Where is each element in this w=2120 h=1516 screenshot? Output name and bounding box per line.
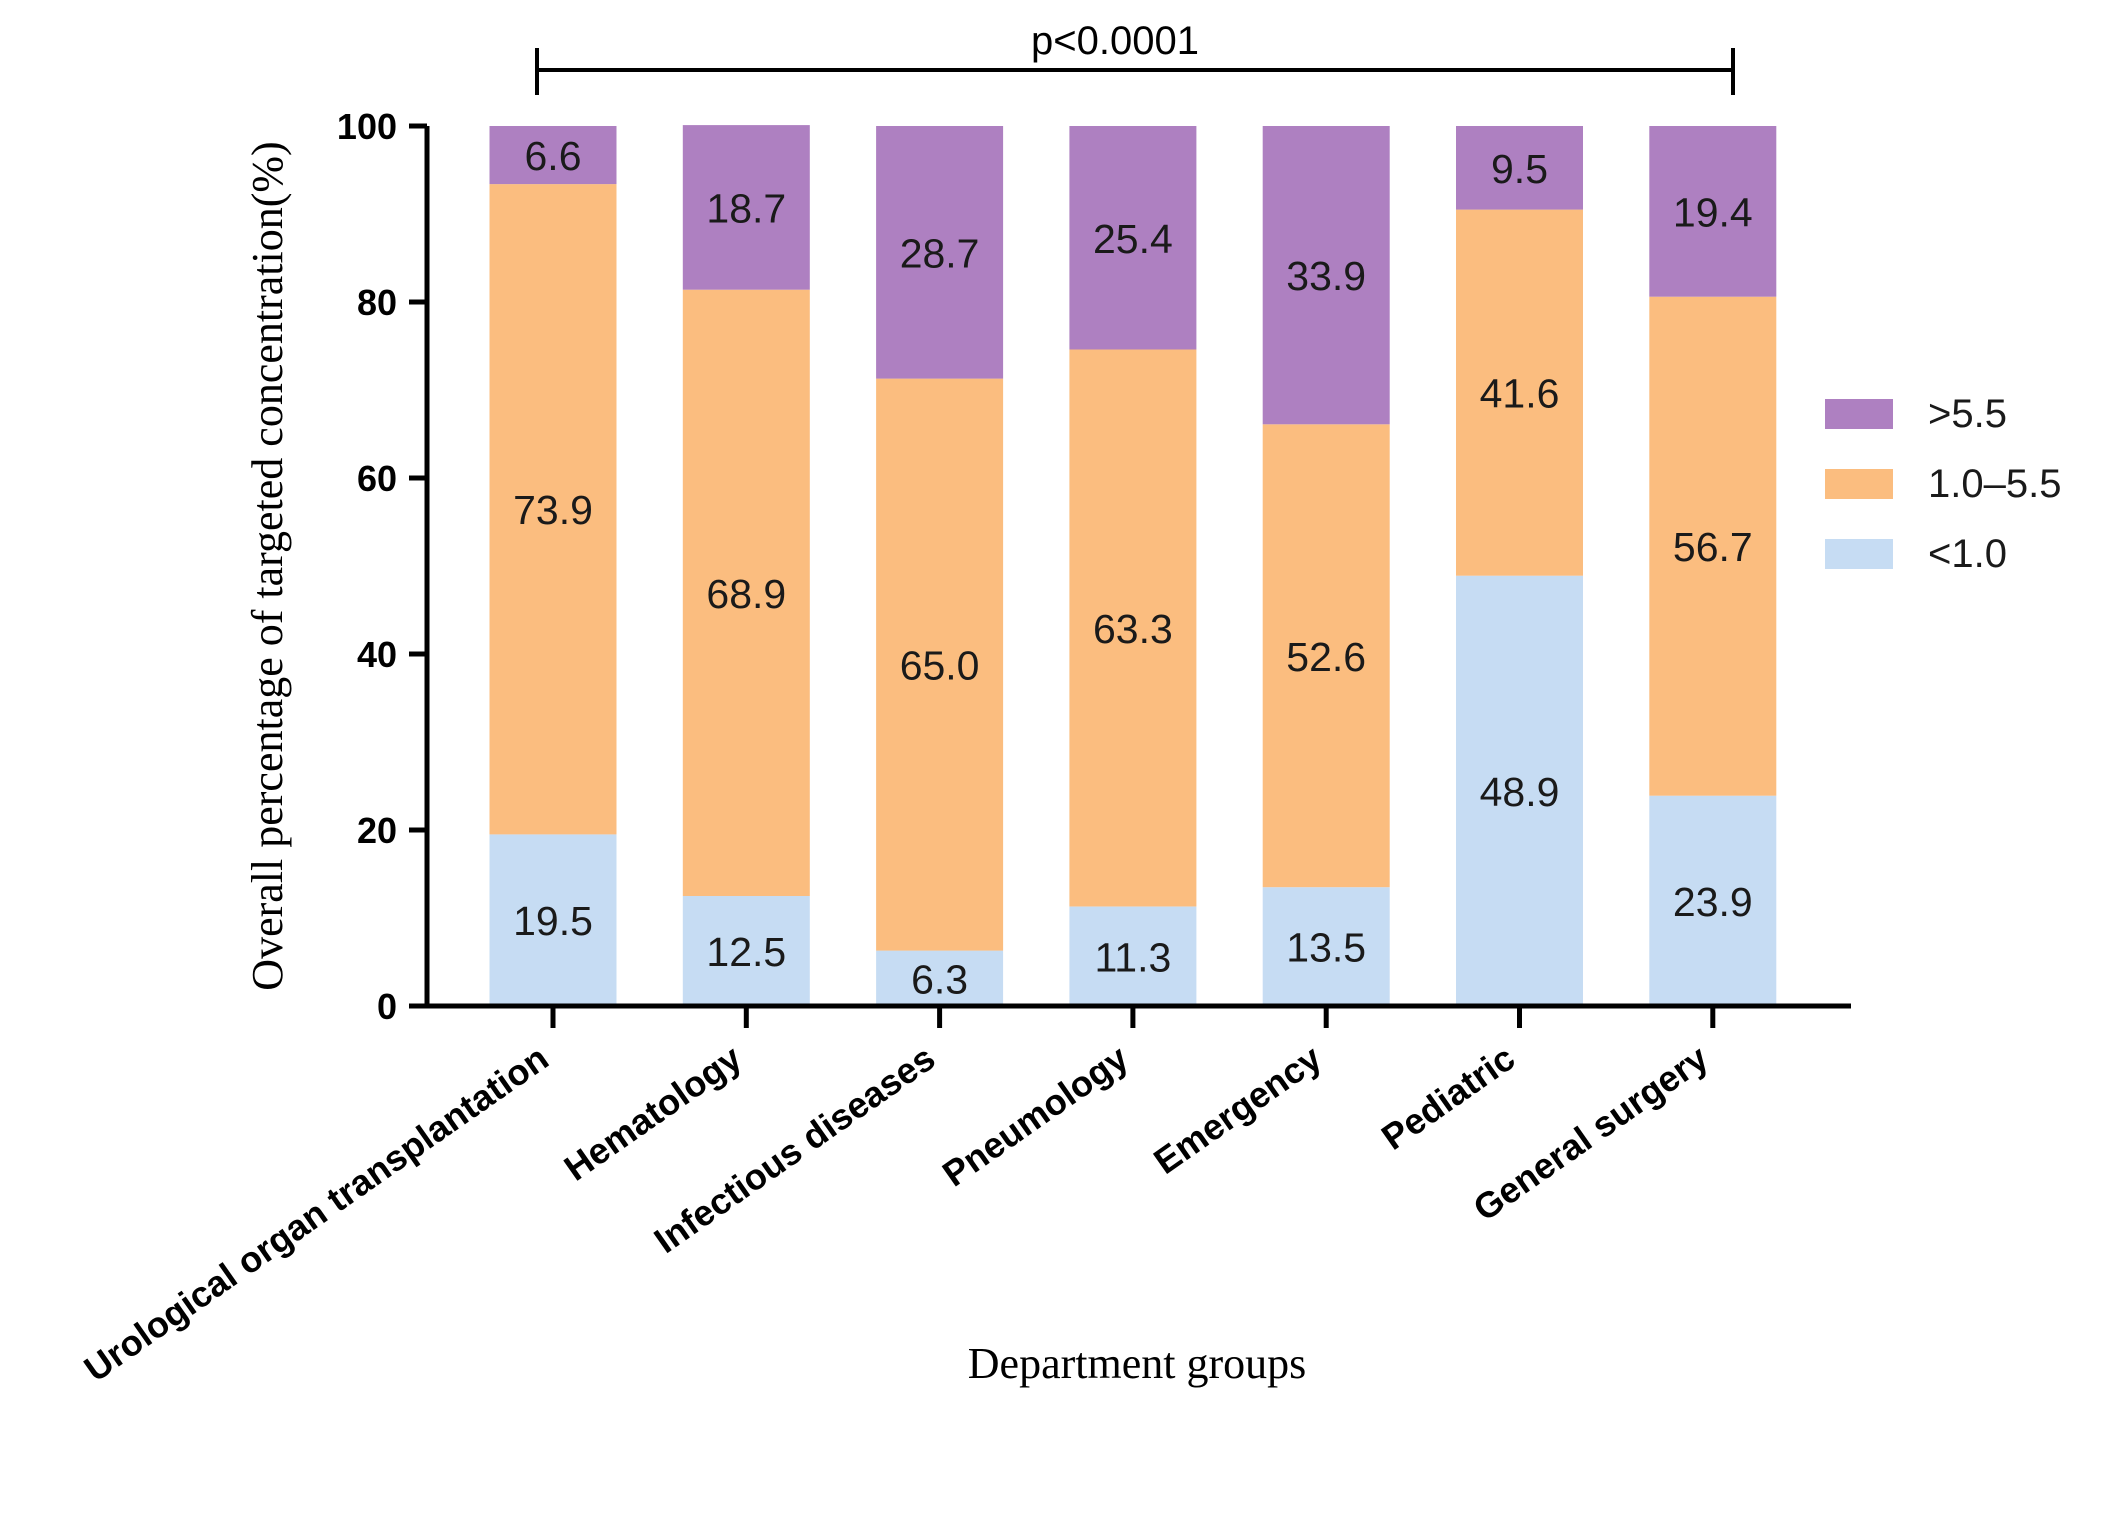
value-label-pediatric-series-0: 48.9 bbox=[1480, 769, 1560, 815]
y-tick-label-0: 0 bbox=[377, 986, 397, 1027]
bar-pediatric-series-0 bbox=[1456, 575, 1583, 1006]
value-label-emergency-series-1: 52.6 bbox=[1286, 634, 1366, 680]
bar-pediatric-series-1 bbox=[1456, 209, 1583, 576]
legend-label-2: >5.5 bbox=[1928, 392, 2007, 436]
value-label-emergency-series-2: 33.9 bbox=[1286, 253, 1366, 299]
value-label-hematology-series-2: 18.7 bbox=[706, 185, 786, 231]
x-axis-title: Department groups bbox=[968, 1339, 1306, 1388]
y-tick-label-60: 60 bbox=[357, 458, 397, 499]
value-label-general-surgery-series-1: 56.7 bbox=[1673, 524, 1753, 570]
bar-infectious-diseases-series-0 bbox=[876, 950, 1004, 1006]
p-value-label: p<0.0001 bbox=[1031, 19, 1199, 63]
bar-pneumology-series-1 bbox=[1069, 349, 1197, 907]
bar-urological-organ-transplantation-series-2 bbox=[489, 126, 617, 185]
value-label-pneumology-series-0: 11.3 bbox=[1095, 934, 1172, 980]
axes-layer bbox=[424, 126, 1851, 1009]
bar-emergency-series-2 bbox=[1262, 126, 1390, 425]
legend: >5.5 1.0–5.5 <1.0 bbox=[1825, 392, 2061, 576]
bar-hematology-series-0 bbox=[682, 896, 810, 1006]
bar-pneumology-series-2 bbox=[1069, 126, 1197, 350]
x-tick-label-pneumology: Pneumology bbox=[935, 1037, 1135, 1194]
x-tick-label-emergency: Emergency bbox=[1146, 1037, 1329, 1182]
bar-emergency-series-0 bbox=[1262, 887, 1390, 1006]
value-label-pediatric-series-1: 41.6 bbox=[1480, 371, 1560, 417]
bar-hematology-series-1 bbox=[682, 289, 810, 896]
value-label-infectious-diseases-series-1: 65.0 bbox=[900, 643, 980, 689]
x-tick-label-hematology: Hematology bbox=[557, 1037, 749, 1189]
y-tick-label-20: 20 bbox=[357, 810, 397, 851]
legend-swatch-0 bbox=[1825, 539, 1893, 569]
y-tick-label-80: 80 bbox=[357, 282, 397, 323]
bar-urological-organ-transplantation-series-0 bbox=[489, 834, 617, 1006]
bar-general-surgery-series-2 bbox=[1649, 126, 1777, 297]
bar-pediatric-series-2 bbox=[1456, 126, 1583, 210]
bar-hematology-series-2 bbox=[682, 125, 810, 290]
bars-layer bbox=[489, 125, 1777, 1006]
value-label-pediatric-series-2: 9.5 bbox=[1491, 146, 1548, 192]
value-label-urological-organ-transplantation-series-2: 6.6 bbox=[525, 133, 582, 179]
y-tick-label-100: 100 bbox=[337, 106, 397, 147]
legend-label-0: <1.0 bbox=[1928, 532, 2007, 576]
value-label-infectious-diseases-series-2: 28.7 bbox=[900, 230, 980, 276]
x-tick-label-pediatric: Pediatric bbox=[1374, 1037, 1522, 1158]
value-label-urological-organ-transplantation-series-0: 19.5 bbox=[513, 898, 593, 944]
value-label-hematology-series-0: 12.5 bbox=[706, 929, 786, 975]
y-axis-title: Overall percentage of targeted concentra… bbox=[243, 141, 292, 990]
legend-label-1: 1.0–5.5 bbox=[1928, 462, 2061, 506]
bar-infectious-diseases-series-2 bbox=[876, 126, 1004, 379]
y-tick-label-40: 40 bbox=[357, 634, 397, 675]
bar-pneumology-series-0 bbox=[1069, 906, 1197, 1006]
value-label-hematology-series-1: 68.9 bbox=[706, 571, 786, 617]
legend-swatch-2 bbox=[1825, 399, 1893, 429]
value-label-emergency-series-0: 13.5 bbox=[1286, 925, 1366, 971]
value-label-infectious-diseases-series-0: 6.3 bbox=[911, 956, 968, 1002]
legend-swatch-1 bbox=[1825, 469, 1893, 499]
bar-infectious-diseases-series-1 bbox=[876, 378, 1004, 951]
bar-urological-organ-transplantation-series-1 bbox=[489, 184, 617, 835]
value-labels-layer: 19.5 73.9 6.6 12.5 68.9 18.7 6.3 65.0 28.7 11.3 63… bbox=[513, 133, 1753, 1002]
value-label-pneumology-series-2: 25.4 bbox=[1093, 216, 1173, 262]
bar-general-surgery-series-0 bbox=[1649, 795, 1777, 1006]
x-tick-label-urological-organ-transplantation: Urological organ transplantation bbox=[77, 1037, 556, 1390]
value-label-general-surgery-series-2: 19.4 bbox=[1673, 189, 1753, 235]
value-label-pneumology-series-1: 63.3 bbox=[1093, 606, 1173, 652]
bar-emergency-series-1 bbox=[1262, 424, 1390, 888]
value-label-general-surgery-series-0: 23.9 bbox=[1673, 879, 1753, 925]
bar-general-surgery-series-1 bbox=[1649, 296, 1777, 796]
significance-bracket: p<0.0001 bbox=[535, 19, 1735, 95]
value-label-urological-organ-transplantation-series-1: 73.9 bbox=[513, 487, 593, 533]
